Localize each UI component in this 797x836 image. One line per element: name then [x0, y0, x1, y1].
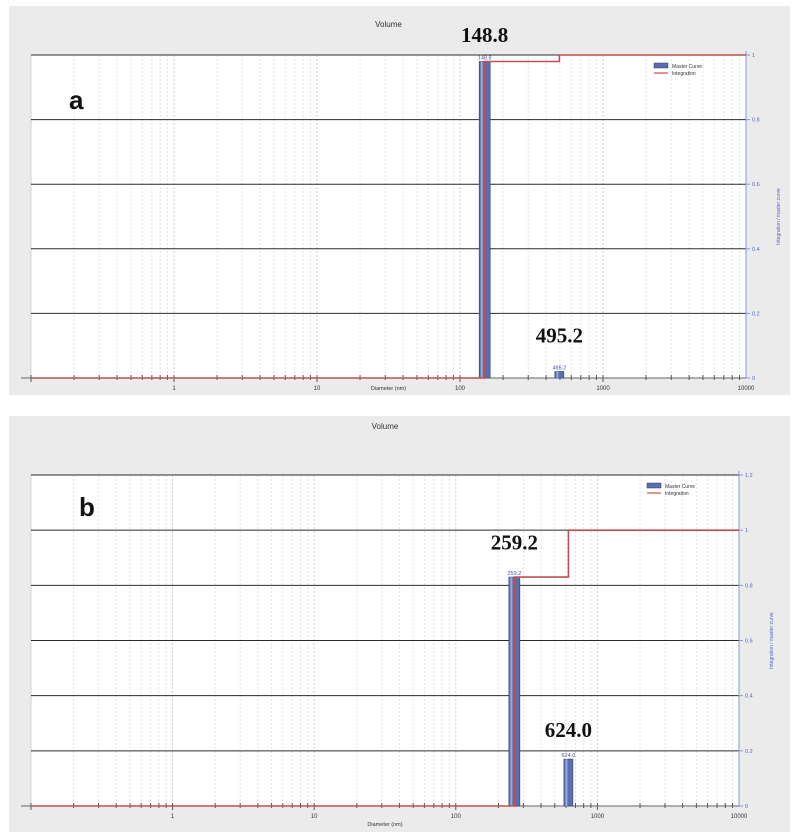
legend-label: Master Curve [665, 484, 695, 490]
value-annotation: 624.0 [545, 718, 592, 742]
x-tick-label: 10000 [731, 814, 748, 820]
bar [563, 758, 574, 807]
right-axis-label: Integration / master curve [776, 188, 782, 245]
x-tick-label: 100 [455, 386, 466, 392]
right-tick-label: 0.2 [752, 311, 760, 317]
right-tick-label: 1.2 [745, 473, 753, 479]
x-tick-label: 100 [451, 814, 462, 820]
bar-label: 624.0 [562, 753, 576, 759]
chart-panel-a: 1 10 100 1000 10000 0 0.2 0.4 0.6 0.8 1 Integration… [9, 6, 790, 395]
integration-line [31, 54, 746, 379]
y-grid [31, 474, 739, 752]
value-annotation: 259.2 [491, 530, 538, 554]
x-tick-label: 1000 [596, 386, 610, 392]
bar-rect [554, 371, 565, 379]
right-tick-label: 0.8 [752, 118, 760, 124]
right-tick-label: 0.4 [752, 247, 760, 253]
value-annotation: 495.2 [536, 323, 583, 347]
right-tick-label: 0.6 [745, 639, 753, 645]
right-tick-label: 0.8 [745, 583, 753, 589]
legend-swatch-bar [653, 62, 669, 69]
y-grid [31, 54, 746, 314]
chart-svg-a: 1 10 100 1000 10000 0 0.2 0.4 0.6 0.8 1 Integration… [21, 20, 782, 392]
bar-rect [563, 758, 574, 807]
x-tick-label: 10000 [738, 386, 755, 392]
x-axis-label: Diameter (nm) [371, 386, 406, 392]
x-grid-minor [30, 55, 740, 378]
right-tick-label: 1 [745, 528, 748, 534]
chart-title: Volume [372, 422, 399, 431]
legend-swatch-bar [646, 482, 662, 489]
value-annotation: 148.8 [461, 23, 508, 47]
bar-highlight [510, 577, 513, 806]
bar-highlight [556, 371, 559, 378]
right-tick-label: 0 [752, 376, 755, 382]
x-tick-label: 1000 [591, 814, 605, 820]
x-tick-label: 10 [314, 386, 321, 392]
integration-line [31, 529, 739, 807]
bar-label: 495.2 [552, 366, 566, 372]
x-tick-label: 1 [172, 386, 176, 392]
x-tick-label: 10 [311, 814, 318, 820]
chart-svg-b: 1 10 100 1000 10000 0 0.2 0.4 0.6 0.8 1 1.2 Integrat… [21, 422, 775, 828]
chart-title: Volume [375, 20, 402, 29]
panel-letter: a [69, 85, 84, 115]
legend-label: Integration [672, 71, 696, 77]
legend-label: Integration [665, 491, 689, 497]
bar [554, 371, 565, 379]
right-axis-label: Integration / master curve [769, 612, 775, 669]
plot-area [30, 54, 747, 379]
right-tick-label: 1 [752, 53, 755, 59]
chart-panel-b: 1 10 100 1000 10000 0 0.2 0.4 0.6 0.8 1 1.2 Integrat… [9, 416, 790, 832]
bar-highlight [480, 61, 483, 379]
legend-label: Master Curve [672, 64, 702, 70]
x-tick-label: 1 [171, 814, 175, 820]
right-tick-label: 0.4 [745, 694, 753, 700]
bar-label: 148.8 [478, 55, 492, 61]
right-tick-label: 0 [745, 804, 748, 810]
panel-letter: b [79, 492, 95, 522]
bar-highlight [565, 759, 568, 806]
x-axis-label: Diameter (nm) [367, 822, 402, 828]
right-tick-label: 0.6 [752, 182, 760, 188]
bar-label: 259.2 [507, 571, 521, 577]
right-tick-label: 0.2 [745, 749, 753, 755]
